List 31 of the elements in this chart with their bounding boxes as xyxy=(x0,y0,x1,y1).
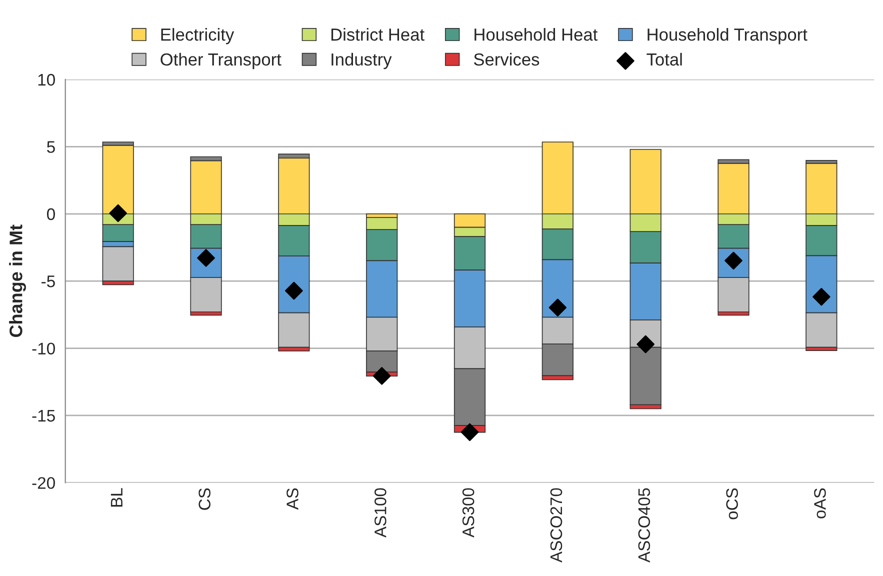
y-tick-label: -20 xyxy=(32,477,55,489)
x-tick-label: CS xyxy=(198,488,210,510)
y-tick-label: 5 xyxy=(47,141,55,153)
point xyxy=(636,335,654,354)
y-tick-label: 0 xyxy=(47,208,55,220)
legend-label: Other Transport xyxy=(160,52,282,70)
legend-label: Industry xyxy=(332,52,392,70)
point xyxy=(812,288,830,306)
x-tick-label: AS xyxy=(286,488,298,510)
legend-label: Total xyxy=(646,52,682,66)
y-tick-label: -10 xyxy=(32,342,55,354)
legend-label: Household Transport xyxy=(648,28,808,44)
x-tick-label: AS100 xyxy=(374,488,386,538)
point xyxy=(109,204,128,222)
x-tick-label: AS300 xyxy=(462,488,474,538)
legend-label: Household Heat xyxy=(474,28,598,41)
x-tick-label: oCS xyxy=(726,488,738,520)
point xyxy=(372,367,391,385)
x-tick-label: ASCO270 xyxy=(550,488,562,563)
legend-label: Electricity xyxy=(161,28,234,44)
x-tick-label: ASCO405 xyxy=(638,488,650,563)
y-tick-label: 10 xyxy=(38,74,55,86)
legend-label: District Heat xyxy=(331,28,424,41)
x-tick-label: BL xyxy=(110,488,122,507)
y-axis-title: Change in Mt xyxy=(9,224,26,338)
x-tick-label: oAS xyxy=(814,488,826,518)
y-tick-label: -5 xyxy=(42,276,55,288)
y-tick-label: -15 xyxy=(32,410,55,422)
point xyxy=(460,423,479,442)
legend-label: Services xyxy=(474,52,540,66)
point xyxy=(548,298,567,316)
